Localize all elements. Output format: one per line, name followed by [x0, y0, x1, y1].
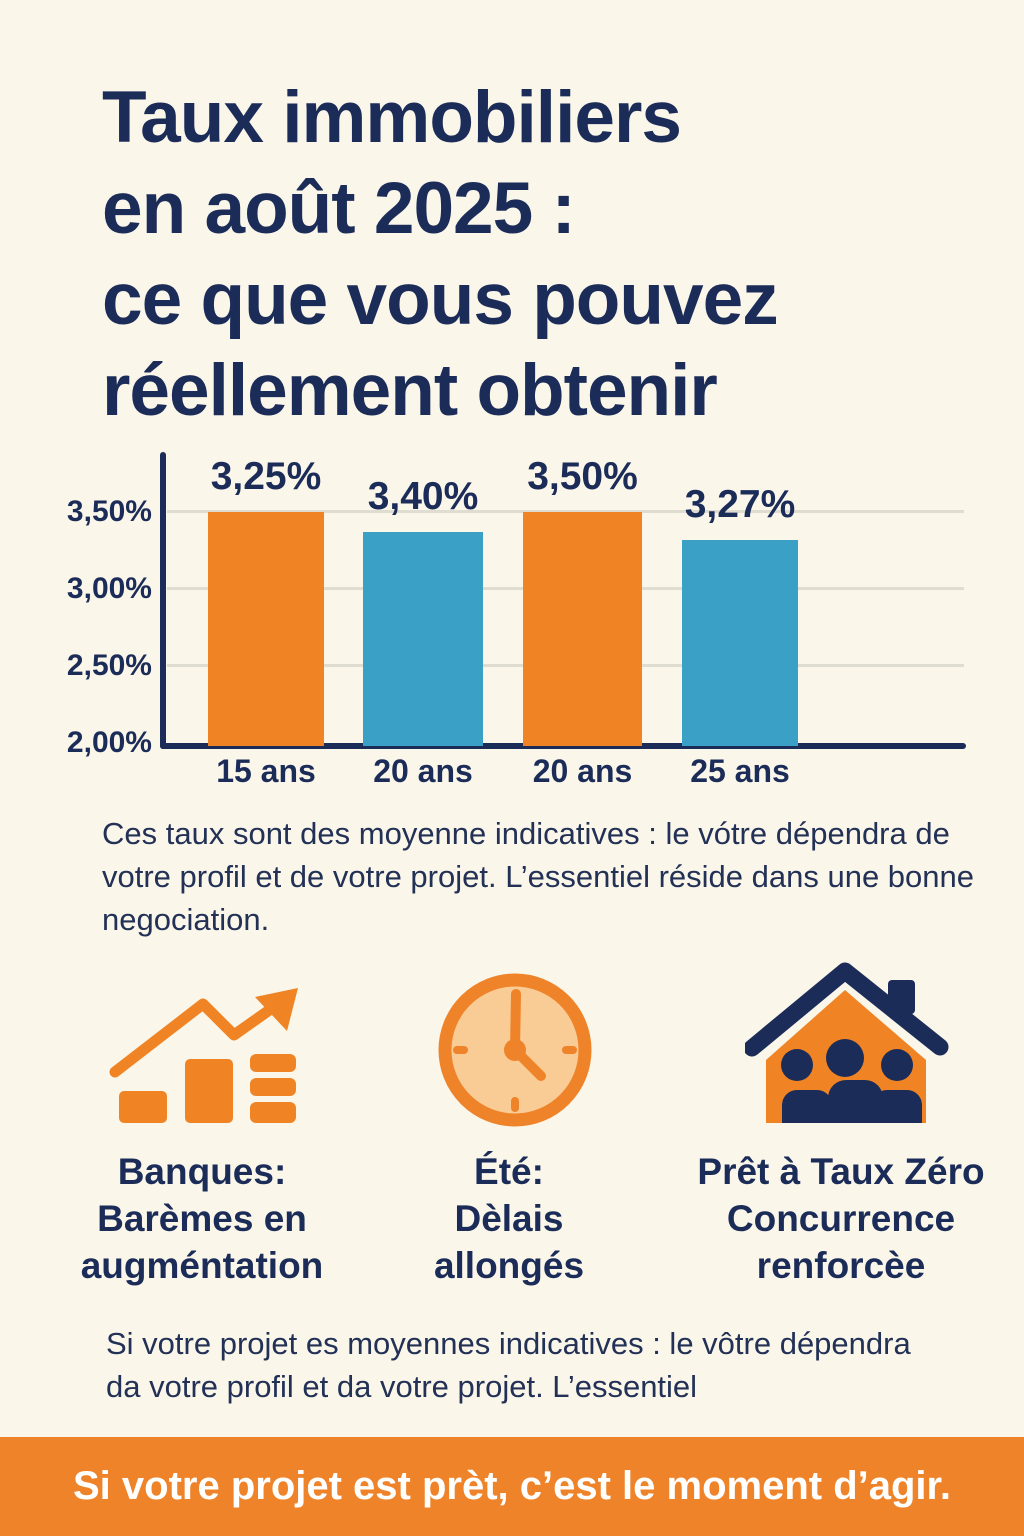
- bar-15ans: [208, 512, 324, 746]
- bottom-note-line-1: Si votre projet es moyennes indicatives …: [106, 1326, 911, 1361]
- bar-20ans-a: [363, 532, 483, 746]
- feature-heading: Prêt à Taux Zéro: [697, 1151, 985, 1192]
- people-silhouettes: [781, 1039, 922, 1123]
- bar-group-25ans: 3,27% 25 ans: [682, 440, 798, 800]
- bar-category-label: 25 ans: [690, 753, 790, 789]
- title-line-3: ce que vous pouvez: [102, 259, 779, 340]
- chart-note-line-1: Ces taux sont des moyenne indicatives : …: [102, 816, 950, 851]
- bar-category-label: 20 ans: [532, 753, 633, 789]
- house-people-icon: [745, 962, 949, 1123]
- bottom-note: Si votre projet es moyennes indicatives …: [106, 1322, 986, 1408]
- gridline-350: [167, 510, 964, 513]
- bar-group-20ans-b: 3,50% 20 ans: [523, 440, 642, 800]
- y-tick-350: 3,50%: [66, 495, 152, 528]
- x-axis-line: [160, 743, 966, 749]
- page-title: Taux immobiliers en août 2025 : ce que v…: [102, 72, 982, 436]
- chart-note-line-3: negociation.: [102, 902, 270, 937]
- feature-line: Concurrence: [726, 1198, 956, 1239]
- bar-value-label: 3,50%: [527, 455, 638, 498]
- rates-bar-chart: 3,50% 3,00% 2,50% 2,00% 3,25% 15 ans 3,4…: [0, 440, 1024, 800]
- bar-category-label: 20 ans: [373, 753, 473, 789]
- feature-line: renforcèe: [756, 1245, 926, 1286]
- bar-25ans: [682, 540, 798, 746]
- bar-group-20ans-a: 3,40% 20 ans: [363, 440, 483, 800]
- footer-banner: Si votre projet est prèt, c’est le momen…: [0, 1437, 1024, 1536]
- feature-banques-label: Banques: Barèmes en augméntation: [32, 1148, 372, 1289]
- footer-text: Si votre projet est prèt, c’est le momen…: [72, 1464, 952, 1508]
- chart-note-line-2: votre profil et de votre projet. L’essen…: [102, 859, 974, 894]
- bottom-note-line-2: da votre profil et da votre projet. L’es…: [106, 1369, 698, 1404]
- bar-category-label: 15 ans: [216, 753, 316, 789]
- y-tick-300: 3,00%: [66, 572, 152, 605]
- title-line-4: réellement obtenir: [102, 350, 718, 431]
- feature-line: Barèmes en: [97, 1198, 307, 1239]
- title-line-1: Taux immobiliers: [102, 77, 682, 158]
- y-axis-line: [160, 452, 166, 749]
- feature-heading: Banques:: [117, 1151, 287, 1192]
- clock-icon: [438, 973, 592, 1127]
- bar-value-label: 3,25%: [210, 455, 322, 498]
- feature-ptz-label: Prêt à Taux Zéro Concurrence renforcèe: [671, 1148, 1011, 1289]
- feature-line: Dèlais: [454, 1198, 564, 1239]
- title-line-2: en août 2025 :: [102, 168, 576, 249]
- feature-heading: Été:: [474, 1151, 544, 1192]
- y-tick-250: 2,50%: [66, 649, 152, 682]
- bar-group-15ans: 3,25% 15 ans: [208, 440, 324, 800]
- bar-20ans-b: [523, 512, 642, 746]
- bar-value-label: 3,40%: [367, 475, 479, 519]
- chart-note: Ces taux sont des moyenne indicatives : …: [102, 812, 982, 941]
- feature-ete-label: Été: Dèlais allongés: [359, 1148, 659, 1289]
- y-tick-200: 2,00%: [66, 726, 152, 759]
- trend-up-bar-chart-icon: [109, 988, 298, 1123]
- bar-value-label: 3,27%: [684, 483, 796, 527]
- feature-line: allongés: [433, 1245, 585, 1286]
- feature-line: augméntation: [80, 1245, 324, 1286]
